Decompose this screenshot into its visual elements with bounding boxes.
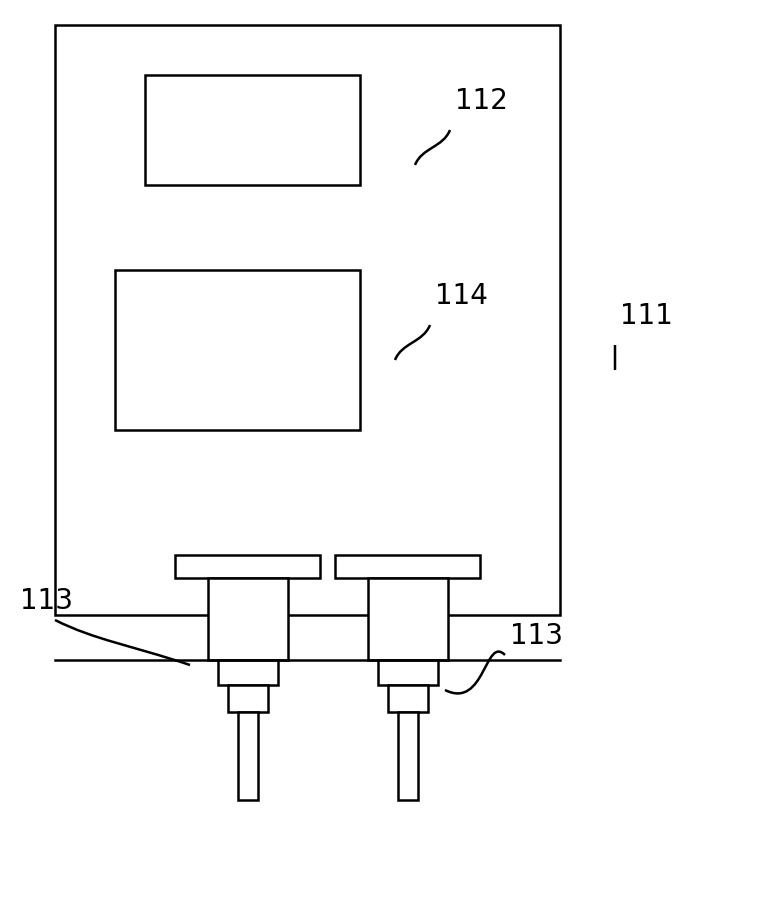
Text: 113: 113 xyxy=(20,587,73,615)
Bar xyxy=(388,685,428,712)
Bar xyxy=(218,660,278,685)
Bar xyxy=(238,712,258,800)
Bar xyxy=(55,25,560,615)
Bar xyxy=(378,660,438,685)
Bar xyxy=(145,75,360,185)
Text: 113: 113 xyxy=(510,622,563,650)
Text: 112: 112 xyxy=(455,87,508,115)
Text: 114: 114 xyxy=(435,282,488,310)
Bar xyxy=(335,555,480,578)
Bar xyxy=(115,270,360,430)
Bar xyxy=(228,685,268,712)
Bar xyxy=(368,578,448,660)
Bar xyxy=(398,712,418,800)
Text: 111: 111 xyxy=(620,302,673,330)
Bar xyxy=(175,555,320,578)
Bar xyxy=(208,578,288,660)
